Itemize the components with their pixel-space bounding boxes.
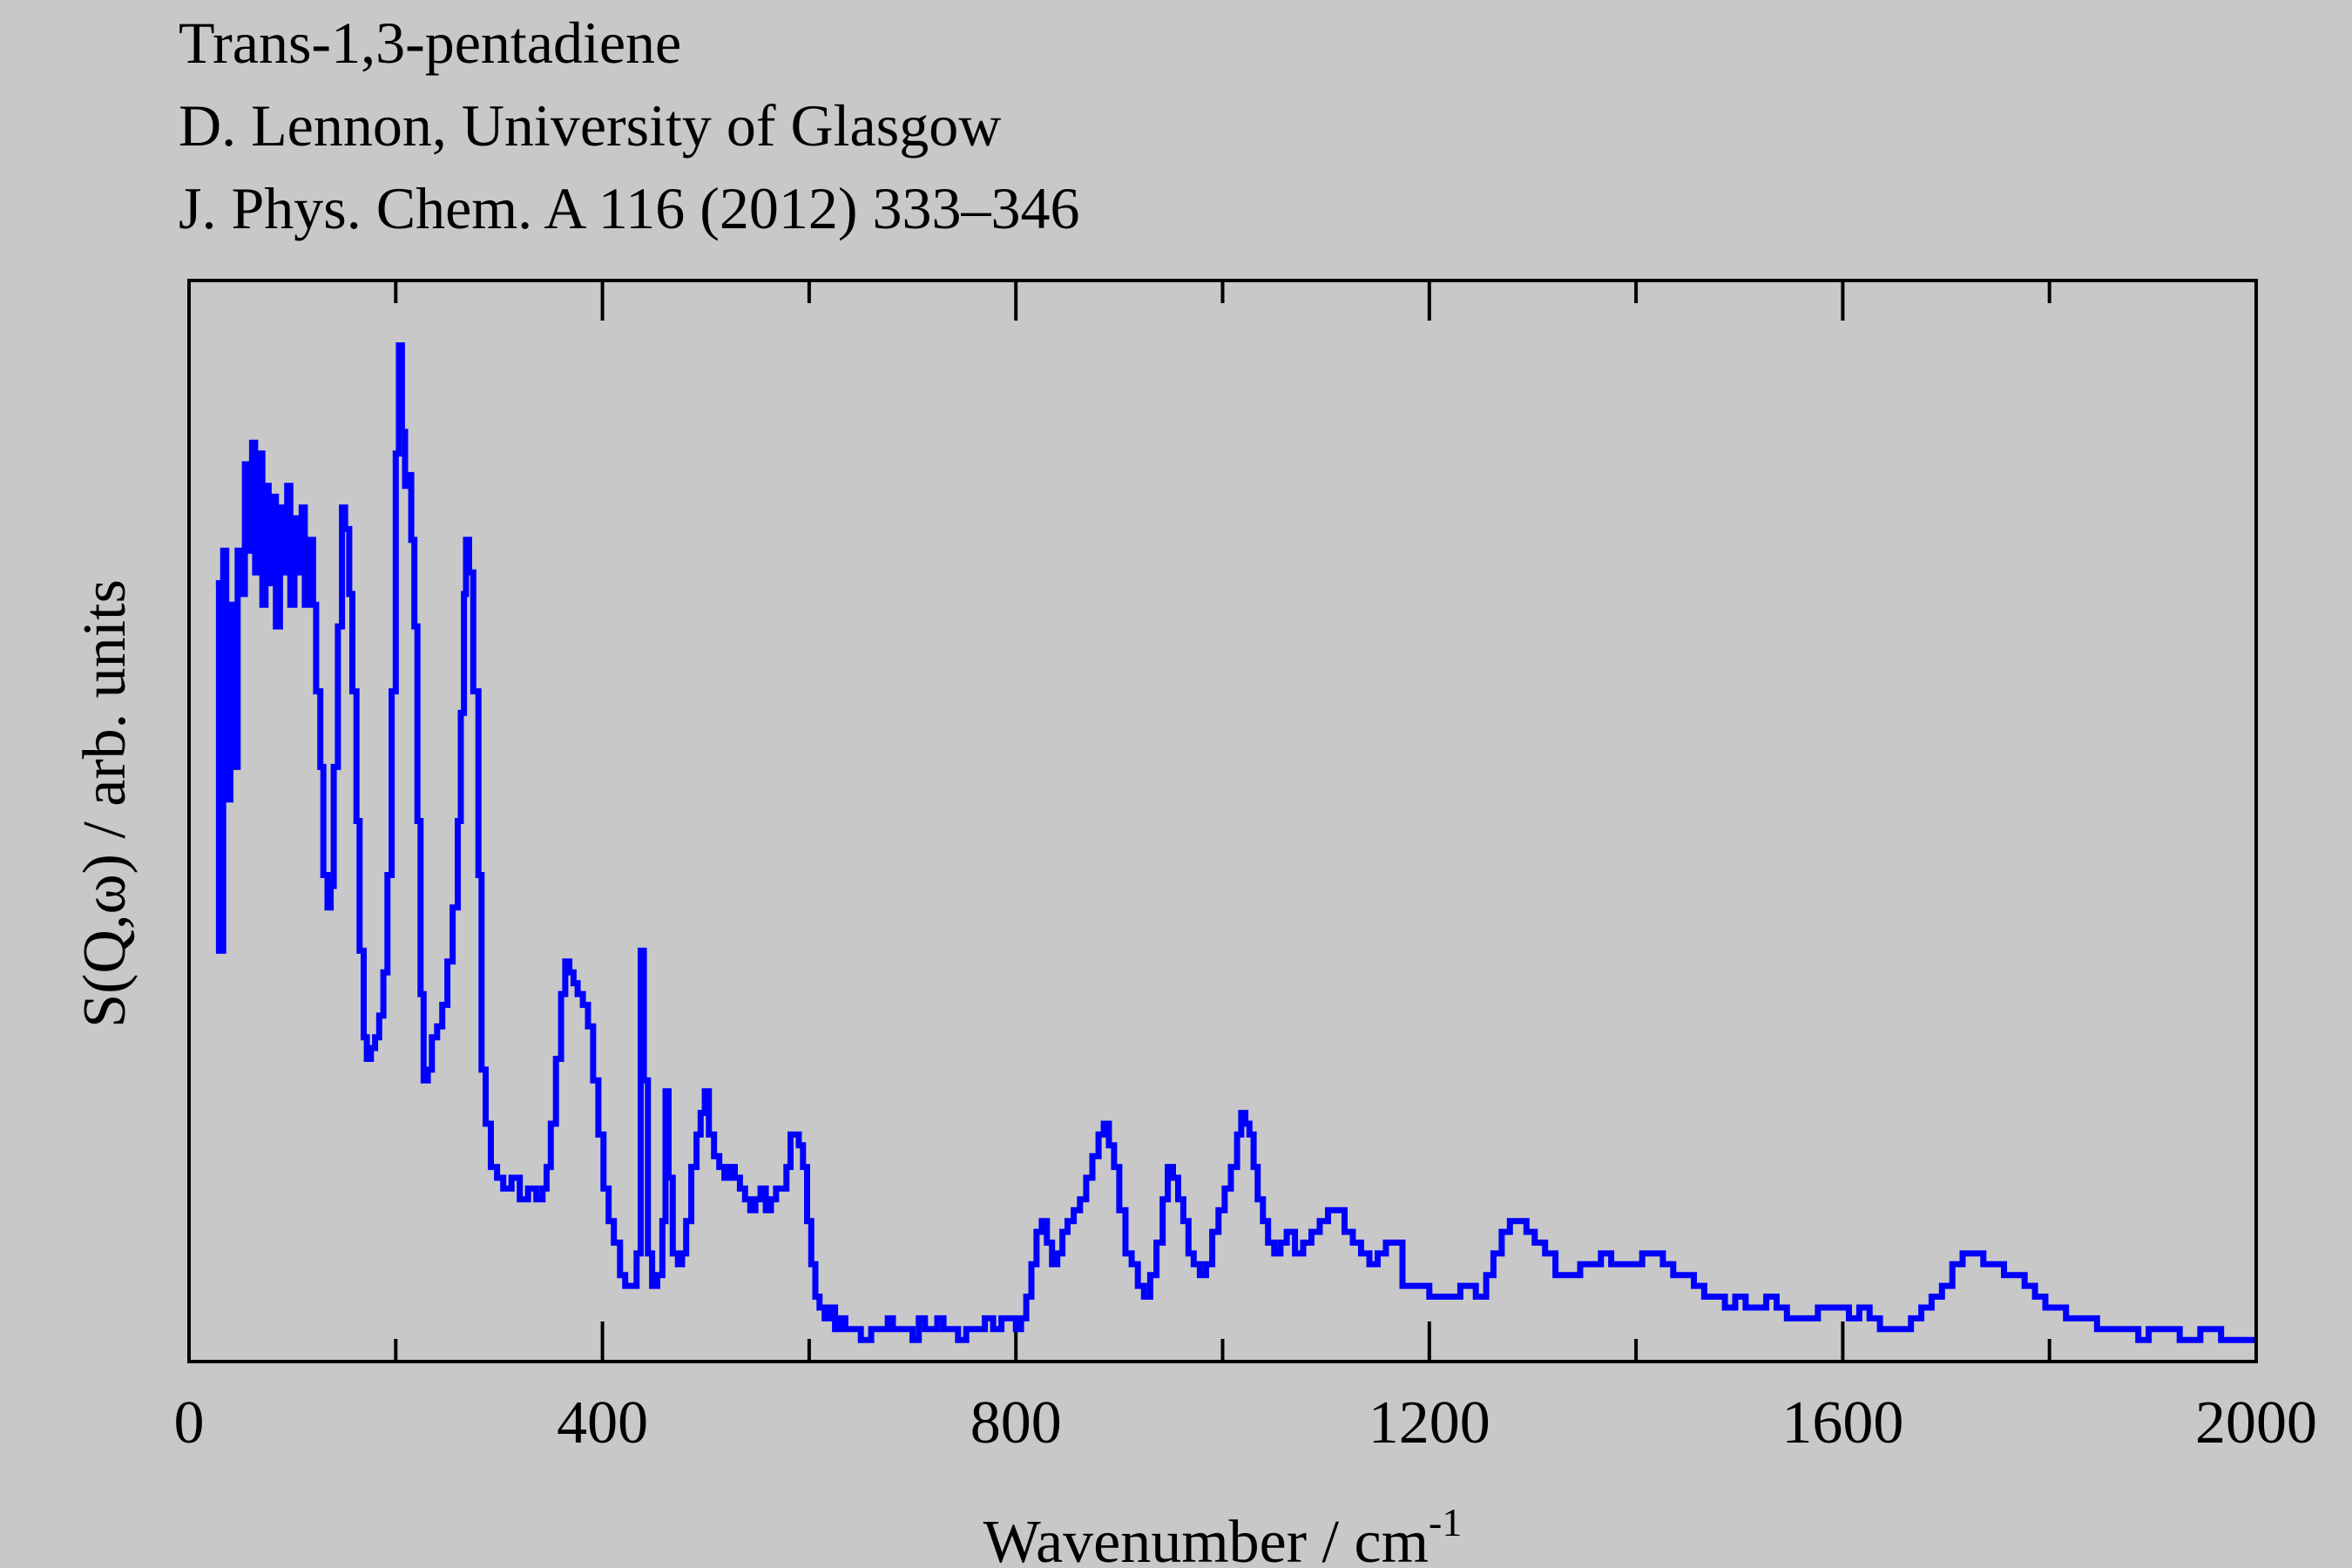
chart-title: Trans-1,3-pentadiene [179,10,681,76]
x-tick-label-2000: 2000 [2195,1389,2317,1456]
plot-frame [187,279,2258,1363]
chart-citation: J. Phys. Chem. A 116 (2012) 333–346 [179,175,1080,241]
x-axis-title-main: Wavenumber / cm [983,1509,1429,1568]
x-axis-title-superscript: -1 [1429,1500,1462,1544]
chart-author: D. Lennon, University of Glasgow [179,92,1001,159]
x-axis-title: Wavenumber / cm-1 [983,1500,1463,1568]
spectrum-line [215,342,2256,1343]
x-tick-label-800: 800 [970,1389,1062,1456]
x-tick-label-1600: 1600 [1781,1389,1903,1456]
y-axis-title: S(Q,ω) / arb. units [71,579,139,1028]
x-tick-label-400: 400 [557,1389,648,1456]
x-tick-label-0: 0 [174,1389,205,1456]
x-tick-label-1200: 1200 [1369,1389,1490,1456]
x-axis-tick-labels: 0 400 800 1200 1600 2000 [174,1389,2318,1456]
